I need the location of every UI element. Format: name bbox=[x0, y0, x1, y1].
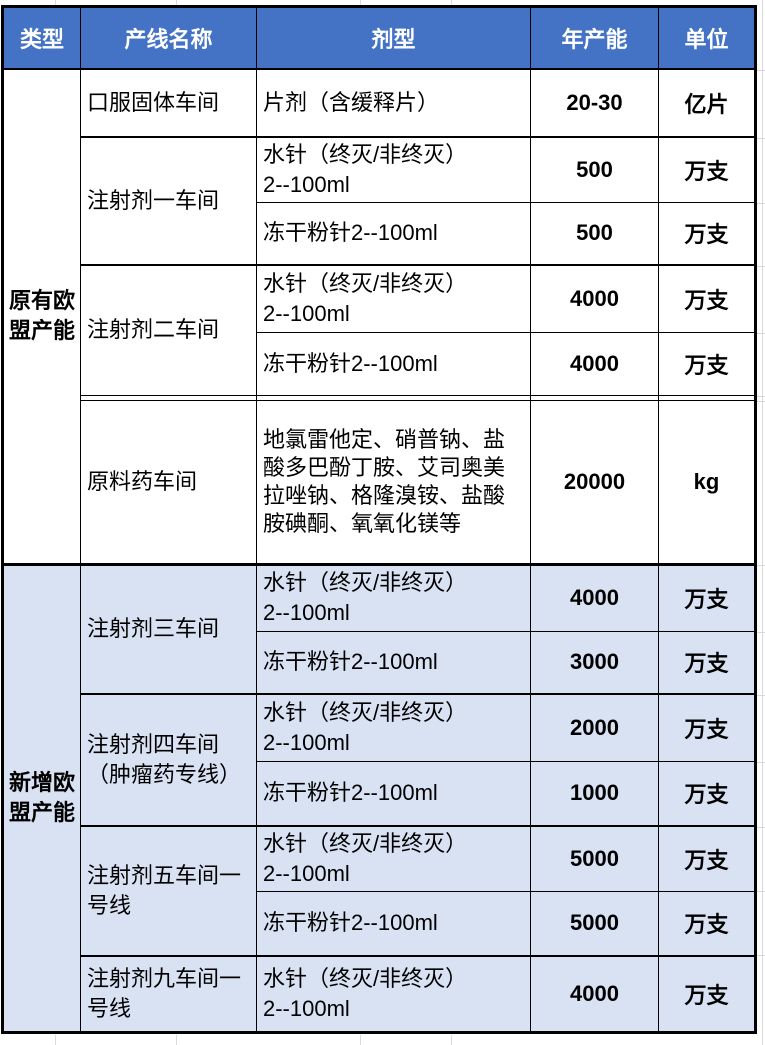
dosage-form-cell: 冻干粉针2--100ml bbox=[256, 331, 531, 396]
excel-gridline bbox=[757, 827, 765, 828]
excel-gridline bbox=[757, 565, 765, 566]
excel-gridline bbox=[757, 203, 765, 204]
unit-cell: 万支 bbox=[658, 201, 756, 266]
table-row: 注射剂五车间一 号线 水针（终灭/非终灭） 2--100ml 5000 万支 bbox=[3, 825, 756, 956]
table-row: 原料药车间 地氯雷他定、硝普钠、盐酸多巴酚丁胺、艾司奥美拉唑钠、格隆溴铵、盐酸胺… bbox=[3, 399, 756, 565]
dosage-form-cell: 冻干粉针2--100ml bbox=[256, 630, 531, 695]
dosage-form-cell: 水针（终灭/非终灭） 2--100ml bbox=[256, 264, 531, 333]
capacity-cell: 500 bbox=[530, 201, 659, 266]
production-capacity-table: 类型 产线名称 剂型 年产能 单位 原有欧 盟产能 口服固体车间 片剂（含缓释片… bbox=[1, 5, 757, 1034]
excel-gridline bbox=[360, 0, 361, 5]
line-name-cell: 注射剂九车间一 号线 bbox=[80, 954, 257, 1033]
header-cell-annual-capacity: 年产能 bbox=[530, 6, 659, 70]
table-row: 注射剂九车间一 号线 水针（终灭/非终灭） 2--100ml 4000 万支 bbox=[3, 954, 756, 1033]
dosage-form-cell: 水针（终灭/非终灭） 2--100ml bbox=[256, 135, 531, 203]
unit-cell: 万支 bbox=[658, 630, 756, 695]
line-name-cell: 原料药车间 bbox=[80, 399, 257, 565]
excel-gridline bbox=[757, 632, 765, 633]
excel-gridline bbox=[757, 955, 765, 956]
capacity-cell: 4000 bbox=[530, 264, 659, 333]
table-row: 冻干粉针2--100ml 500 万支 bbox=[3, 201, 756, 266]
unit-cell: 万支 bbox=[658, 954, 756, 1033]
capacity-cell: 1000 bbox=[530, 760, 659, 827]
unit-cell: 万支 bbox=[658, 331, 756, 396]
unit-cell: 万支 bbox=[658, 825, 756, 892]
excel-gridline bbox=[55, 1035, 56, 1045]
excel-gridline bbox=[762, 0, 763, 1045]
line-name-cell: 注射剂二车间 bbox=[80, 264, 257, 396]
type-group-cell: 新增欧 盟产能 bbox=[2, 562, 81, 1033]
capacity-cell: 20000 bbox=[530, 399, 659, 565]
dosage-form-cell: 片剂（含缓释片） bbox=[256, 67, 531, 137]
table-header-row: 类型 产线名称 剂型 年产能 单位 bbox=[2, 6, 756, 70]
capacity-cell: 4000 bbox=[530, 331, 659, 396]
table-row: 注射剂四车间 （肿瘤药专线） 水针（终灭/非终灭） 2--100ml 2000 … bbox=[3, 693, 756, 827]
excel-gridline bbox=[757, 401, 765, 402]
excel-gridline bbox=[757, 762, 765, 763]
capacity-cell: 5000 bbox=[530, 825, 659, 892]
table-row: 新增欧 盟产能 注射剂三车间 水针（终灭/非终灭） 2--100ml 4000 … bbox=[2, 562, 756, 1033]
line-name-cell: 注射剂三车间 bbox=[80, 562, 257, 695]
unit-cell: 万支 bbox=[658, 264, 756, 333]
header-cell-unit: 单位 bbox=[658, 6, 756, 70]
unit-cell: 万支 bbox=[658, 693, 756, 762]
capacity-cell: 3000 bbox=[530, 630, 659, 695]
dosage-form-cell: 冻干粉针2--100ml bbox=[256, 201, 531, 266]
unit-cell: 万支 bbox=[658, 135, 756, 203]
table-row: 注射剂二车间 水针（终灭/非终灭） 2--100ml 4000 万支 bbox=[3, 264, 756, 396]
header-cell-type: 类型 bbox=[2, 6, 81, 70]
excel-gridline bbox=[360, 1035, 361, 1045]
dosage-form-cell: 冻干粉针2--100ml bbox=[256, 891, 531, 956]
excel-gridline bbox=[757, 266, 765, 267]
line-name-cell: 注射剂一车间 bbox=[80, 135, 257, 266]
excel-gridline bbox=[176, 0, 177, 5]
dosage-form-cell: 水针（终灭/非终灭） 2--100ml bbox=[256, 825, 531, 892]
dosage-form-cell: 水针（终灭/非终灭） 2--100ml bbox=[256, 693, 531, 762]
excel-gridline bbox=[451, 1035, 452, 1045]
unit-cell: 万支 bbox=[658, 891, 756, 956]
excel-gridline bbox=[757, 138, 765, 139]
type-group-cell: 原有欧 盟产能 bbox=[2, 67, 81, 565]
capacity-cell: 2000 bbox=[530, 693, 659, 762]
line-name-cell: 注射剂四车间 （肿瘤药专线） bbox=[80, 693, 257, 827]
unit-cell: 亿片 bbox=[658, 67, 756, 137]
dosage-form-cell: 水针（终灭/非终灭） 2--100ml bbox=[256, 562, 531, 632]
excel-gridline bbox=[451, 0, 452, 5]
line-name-cell: 注射剂五车间一 号线 bbox=[80, 825, 257, 956]
unit-cell: 万支 bbox=[658, 562, 756, 632]
excel-gridline bbox=[757, 396, 765, 397]
unit-cell: kg bbox=[658, 399, 756, 565]
table-row: 冻干粉针2--100ml 3000 万支 bbox=[3, 630, 756, 695]
table-row: 注射剂一车间 水针（终灭/非终灭） 2--100ml 500 万支 bbox=[3, 135, 756, 266]
header-cell-dosage-form: 剂型 bbox=[256, 6, 531, 70]
table-row: 冻干粉针2--100ml 1000 万支 bbox=[3, 760, 756, 827]
capacity-cell: 4000 bbox=[530, 562, 659, 632]
excel-gridline bbox=[55, 0, 56, 5]
capacity-cell: 5000 bbox=[530, 891, 659, 956]
capacity-cell: 500 bbox=[530, 135, 659, 203]
excel-gridline bbox=[757, 333, 765, 334]
excel-gridline bbox=[757, 695, 765, 696]
excel-gridline bbox=[757, 891, 765, 892]
dosage-form-cell: 地氯雷他定、硝普钠、盐酸多巴酚丁胺、艾司奥美拉唑钠、格隆溴铵、盐酸胺碘酮、氧氧化… bbox=[256, 399, 531, 565]
capacity-cell: 4000 bbox=[530, 954, 659, 1033]
header-cell-line-name: 产线名称 bbox=[80, 6, 257, 70]
dosage-form-cell: 水针（终灭/非终灭） 2--100ml bbox=[256, 954, 531, 1033]
line-name-cell: 口服固体车间 bbox=[80, 67, 257, 137]
excel-gridline bbox=[176, 1035, 177, 1045]
table-row: 冻干粉针2--100ml 5000 万支 bbox=[3, 891, 756, 956]
capacity-cell: 20-30 bbox=[530, 67, 659, 137]
table-row: 原有欧 盟产能 口服固体车间 片剂（含缓释片） 20-30 亿片 bbox=[2, 67, 756, 565]
dosage-form-cell: 冻干粉针2--100ml bbox=[256, 760, 531, 827]
unit-cell: 万支 bbox=[658, 760, 756, 827]
excel-gridline bbox=[757, 70, 765, 71]
